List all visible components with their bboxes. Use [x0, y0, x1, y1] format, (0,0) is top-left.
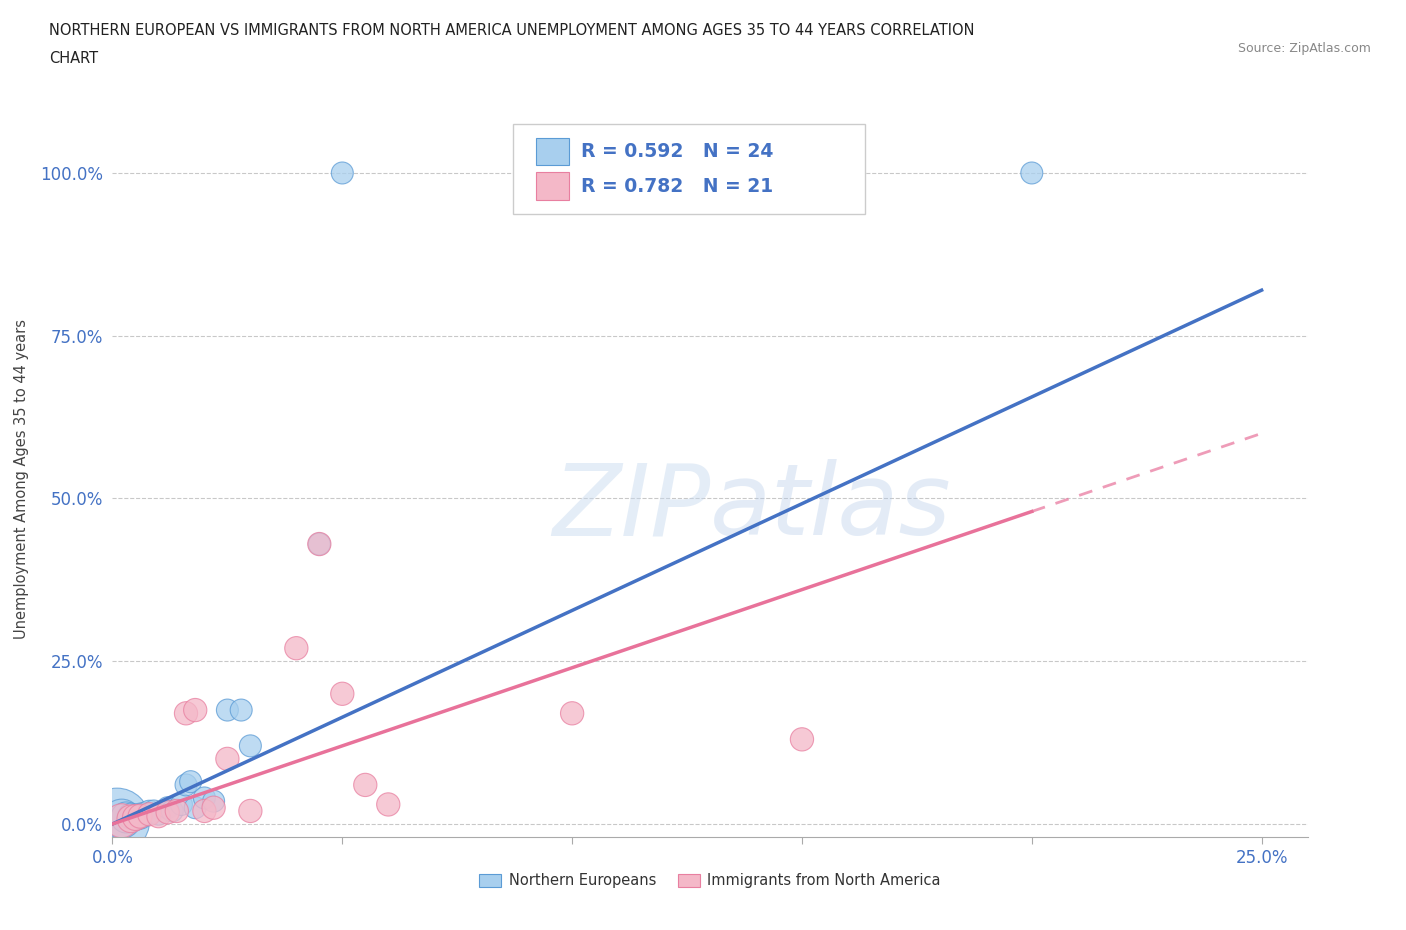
Point — [138, 807, 160, 822]
Point — [202, 800, 225, 815]
Point — [120, 809, 142, 824]
FancyBboxPatch shape — [536, 172, 569, 200]
Point — [217, 703, 239, 718]
Point — [129, 809, 152, 824]
Point — [111, 811, 134, 826]
Point — [124, 810, 146, 825]
Point — [1021, 166, 1043, 180]
Point — [217, 751, 239, 766]
Text: R = 0.592   N = 24: R = 0.592 N = 24 — [581, 142, 773, 161]
Point — [105, 813, 128, 829]
Text: Source: ZipAtlas.com: Source: ZipAtlas.com — [1237, 42, 1371, 55]
Point — [202, 794, 225, 809]
Point — [184, 703, 207, 718]
Point — [156, 800, 179, 815]
Point — [162, 804, 183, 818]
Legend: Northern Europeans, Immigrants from North America: Northern Europeans, Immigrants from Nort… — [474, 868, 946, 894]
Point — [308, 537, 330, 551]
Point — [308, 537, 330, 551]
Point — [148, 807, 170, 822]
Point — [115, 810, 138, 825]
Point — [170, 797, 193, 812]
Point — [174, 706, 197, 721]
Text: R = 0.782   N = 21: R = 0.782 N = 21 — [581, 177, 773, 195]
FancyBboxPatch shape — [513, 125, 866, 214]
FancyBboxPatch shape — [536, 138, 569, 166]
Point — [138, 804, 160, 819]
Point — [239, 738, 262, 753]
Point — [790, 732, 813, 747]
Point — [561, 706, 583, 721]
Point — [184, 800, 207, 815]
Point — [174, 777, 197, 792]
Point — [166, 804, 188, 818]
Point — [142, 804, 165, 818]
Point — [129, 809, 152, 824]
Point — [377, 797, 399, 812]
Point — [156, 804, 179, 819]
Point — [330, 166, 353, 180]
Point — [134, 807, 156, 822]
Point — [231, 703, 253, 718]
Point — [111, 813, 134, 829]
Point — [124, 810, 146, 825]
Text: atlas: atlas — [710, 459, 952, 556]
Y-axis label: Unemployment Among Ages 35 to 44 years: Unemployment Among Ages 35 to 44 years — [14, 319, 28, 639]
Point — [120, 811, 142, 826]
Point — [285, 641, 308, 656]
Point — [193, 790, 215, 805]
Point — [330, 686, 353, 701]
Point — [354, 777, 377, 792]
Point — [193, 804, 215, 818]
Point — [148, 809, 170, 824]
Text: CHART: CHART — [49, 51, 98, 66]
Point — [180, 774, 202, 789]
Point — [239, 804, 262, 818]
Text: NORTHERN EUROPEAN VS IMMIGRANTS FROM NORTH AMERICA UNEMPLOYMENT AMONG AGES 35 TO: NORTHERN EUROPEAN VS IMMIGRANTS FROM NOR… — [49, 23, 974, 38]
Text: ZIP: ZIP — [551, 459, 710, 556]
